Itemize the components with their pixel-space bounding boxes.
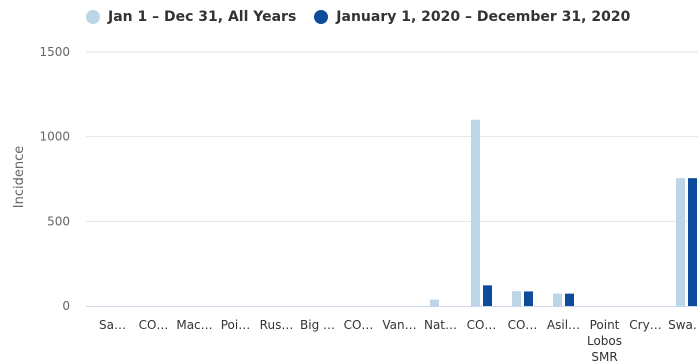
y-tick-label: 500 — [47, 214, 70, 228]
x-tick-label: Asil… — [547, 318, 580, 332]
bar-2020[interactable] — [483, 285, 492, 306]
x-tick-label: CO… — [344, 318, 374, 332]
x-tick-label: Nat… — [424, 318, 457, 332]
x-tick-label: Point Lobos SMR — [587, 318, 622, 364]
x-tick-label: CO… — [508, 318, 538, 332]
legend-item-all-years[interactable]: Jan 1 – Dec 31, All Years — [86, 9, 296, 25]
bar-all-years[interactable] — [471, 119, 480, 306]
x-tick-label: Mac… — [176, 318, 212, 332]
x-tick-label: Sa… — [99, 318, 126, 332]
bar-all-years[interactable] — [553, 293, 562, 306]
x-tick-label: CO… — [139, 318, 169, 332]
bar-2020[interactable] — [688, 178, 697, 306]
y-tick-label: 1000 — [39, 130, 70, 144]
x-tick-label: CO… — [467, 318, 497, 332]
y-axis-title: Incidence — [12, 146, 27, 208]
legend-label-2020: January 1, 2020 – December 31, 2020 — [336, 9, 631, 25]
legend: Jan 1 – Dec 31, All Years January 1, 202… — [86, 6, 630, 28]
legend-label-all-years: Jan 1 – Dec 31, All Years — [108, 9, 297, 25]
legend-item-2020[interactable]: January 1, 2020 – December 31, 2020 — [314, 9, 630, 25]
x-tick-label: Cry… — [629, 318, 661, 332]
bar-all-years[interactable] — [512, 291, 521, 306]
bar-2020[interactable] — [565, 293, 574, 306]
y-tick-label: 0 — [62, 299, 70, 313]
x-tick-label: Van… — [382, 318, 416, 332]
y-tick-label: 1500 — [39, 45, 70, 59]
bar-all-years[interactable] — [430, 299, 439, 306]
x-tick-label: Poi… — [221, 318, 250, 332]
legend-swatch-2020 — [314, 10, 329, 24]
x-tick-label: Swa… — [668, 318, 698, 332]
bar-2020[interactable] — [524, 291, 533, 306]
legend-swatch-all-years — [86, 10, 100, 24]
x-tick-label: Big … — [300, 318, 335, 332]
x-tick-label: Rus… — [260, 318, 294, 332]
bar-all-years[interactable] — [676, 178, 685, 306]
